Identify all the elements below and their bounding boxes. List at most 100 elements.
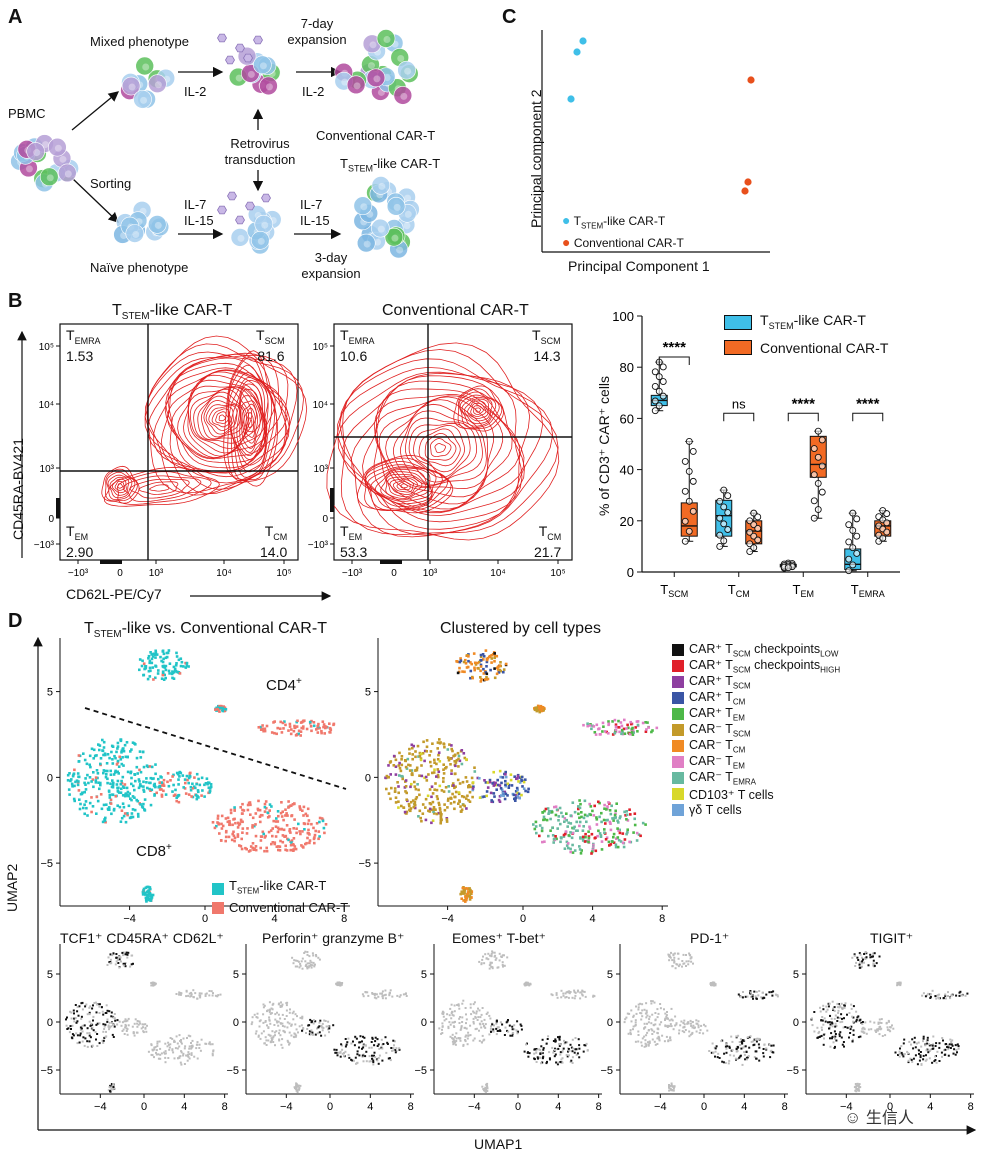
- umap1-points-cell: [115, 783, 119, 786]
- mini-cell: [635, 1012, 638, 1015]
- umap1-points-cell: [119, 820, 123, 823]
- mini-cell: [542, 1048, 545, 1051]
- umap2-points-cell: [593, 731, 597, 734]
- mini-cell: [692, 962, 694, 965]
- mini-cell: [112, 1086, 115, 1088]
- umap1-points-cell: [251, 816, 255, 820]
- mini-cell: [920, 1063, 923, 1066]
- mini-cell: [295, 1028, 298, 1031]
- mini-cell: [489, 961, 492, 964]
- mini-cell: [840, 1013, 843, 1016]
- mini-cell: [477, 1007, 479, 1010]
- mini-cell: [843, 1006, 846, 1009]
- mini-cell: [155, 1049, 158, 1052]
- mini-cell: [844, 1026, 847, 1028]
- expansion7-line1: 7-day: [300, 16, 334, 31]
- mini-cell: [929, 1048, 932, 1051]
- umap1-points-cell: [306, 814, 309, 817]
- umap1-points-cell: [283, 835, 286, 838]
- umap1-points-cell: [121, 802, 125, 805]
- mini-cell: [482, 1088, 485, 1090]
- umap2-points-cell: [453, 795, 456, 799]
- cluster-label: CAR⁺ TCM: [689, 690, 746, 707]
- mini-cell: [944, 1048, 947, 1051]
- mini-cell: [126, 956, 129, 959]
- mini-cell: [452, 1014, 455, 1017]
- mini-cell: [483, 962, 486, 965]
- mini-cell: [352, 1040, 354, 1043]
- umap2-points-cell: [482, 667, 485, 671]
- umap1-points-cell: [182, 786, 185, 789]
- mini-cell: [671, 1019, 674, 1022]
- umap2-points-cell: [536, 706, 540, 709]
- mini-cell: [952, 1052, 955, 1055]
- mini-cell: [359, 1035, 362, 1038]
- mini-cell: [169, 1043, 172, 1046]
- umap1-points-cell: [218, 710, 221, 713]
- umap1-points-cell: [298, 830, 301, 833]
- mini-cell: [511, 1028, 514, 1031]
- mini-cell: [451, 1013, 454, 1016]
- box-point: [681, 457, 689, 465]
- mini-cell: [283, 1025, 286, 1028]
- umap2-points-cell: [486, 781, 490, 784]
- mini-cell: [578, 1056, 581, 1059]
- mini-cell: [358, 1041, 361, 1044]
- mini-cell: [288, 1031, 291, 1034]
- mini-cell: [127, 951, 130, 954]
- mini-cell: [639, 1002, 642, 1005]
- mini-cell: [643, 1035, 646, 1038]
- retro-line2: transduction: [224, 152, 296, 167]
- mini-cell: [865, 1032, 868, 1035]
- umap1-xtick-label: −4: [123, 913, 136, 925]
- mini-cell: [921, 994, 924, 997]
- umap2-points-cell: [424, 775, 428, 779]
- mini-cell: [365, 1050, 368, 1053]
- box-point: [810, 445, 818, 453]
- mini-cell: [171, 1049, 174, 1052]
- umap1-points-cell: [66, 779, 70, 782]
- umap2-points-cell: [587, 836, 591, 840]
- umap2-points-cell: [466, 887, 469, 890]
- mini-cell: [881, 1035, 884, 1037]
- umap2-points-cell: [421, 812, 425, 815]
- umap2-points-cell: [623, 810, 626, 814]
- pbmc-label: PBMC: [8, 106, 46, 121]
- mini-cell: [535, 1061, 538, 1063]
- umap1-points-cell: [162, 657, 165, 661]
- umap1-points-cell: [120, 779, 123, 783]
- mini-cell: [747, 1055, 750, 1058]
- mini-cell: [112, 1036, 115, 1038]
- umap2-points-cell: [571, 851, 575, 854]
- umap1-points-cell: [97, 781, 100, 784]
- mini-cell: [714, 1050, 717, 1053]
- mini-cell: [288, 1042, 291, 1045]
- mini-cell: [151, 981, 154, 984]
- umap1-points-cell: [224, 708, 228, 711]
- umap1-points-cell: [87, 781, 90, 785]
- umap1-points-cell: [104, 775, 108, 779]
- umap1-points-cell: [78, 798, 81, 801]
- umap2-points-cell: [579, 802, 582, 806]
- mini-cell: [121, 1030, 124, 1032]
- umap1-points-cell: [151, 777, 154, 781]
- mini-cell: [632, 1014, 635, 1017]
- mini-cell: [311, 952, 314, 955]
- mini-cell: [125, 1020, 128, 1023]
- umap1-points-cell: [288, 722, 292, 726]
- umap2-points-cell: [404, 765, 408, 769]
- box-ytick-label: 60: [620, 411, 634, 426]
- mini-cell: [928, 1057, 931, 1060]
- umap1-points-cell: [187, 793, 191, 796]
- umap2-points-cell: [415, 796, 419, 799]
- mini-cell: [267, 1033, 270, 1036]
- umap2-points-cell: [516, 795, 520, 798]
- mini-cell: [286, 1021, 289, 1024]
- umap2-points-cell: [430, 808, 434, 812]
- cluster-swatch: [672, 740, 684, 752]
- mini-cell: [300, 960, 303, 963]
- mini-cell: [256, 1016, 259, 1019]
- umap1-points-cell: [216, 814, 220, 818]
- umap2-points-cell: [504, 773, 507, 776]
- umap2-points-cell: [617, 838, 621, 842]
